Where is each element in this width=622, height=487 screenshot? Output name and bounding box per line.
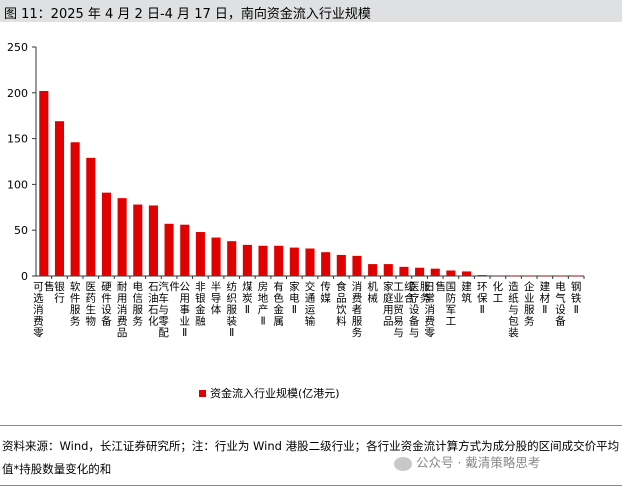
y-tick-label: 250 bbox=[7, 41, 28, 54]
bar-20 bbox=[336, 254, 346, 276]
bar-2 bbox=[54, 121, 65, 276]
y-tick-label: 100 bbox=[7, 178, 28, 191]
x-tick-label: 机械 bbox=[367, 280, 378, 305]
bar-5 bbox=[101, 192, 111, 276]
bar-18 bbox=[305, 248, 315, 276]
x-tick-label: 家庭用品 bbox=[383, 280, 394, 328]
x-tick-label: 交通运输 bbox=[305, 280, 316, 328]
chart-legend: 资金流入行业规模(亿港元) bbox=[199, 385, 340, 401]
bar-23 bbox=[383, 264, 393, 276]
figure-title-bar: 图 11：2025 年 4 月 2 日-4 月 17 日，南向资金流入行业规模 bbox=[0, 0, 622, 22]
bar-12 bbox=[211, 237, 221, 276]
watermark-text: 公众号 · 戴清策略思考 bbox=[416, 455, 541, 470]
source-note: 资料来源：Wind，长江证券研究所；注：行业为 Wind 港股二级行业；各行业资… bbox=[2, 439, 620, 476]
x-tick-label: 造纸与包装 bbox=[508, 280, 519, 339]
y-tick-label: 200 bbox=[7, 87, 28, 100]
x-tick-label: 环保 Ⅱ bbox=[477, 281, 488, 316]
bar-15 bbox=[258, 245, 268, 276]
bar-25 bbox=[415, 267, 425, 276]
bar-chart: 0 50 100 150 200 250 可选消费零售 银行软件服务医药生物硬件设备耐用消费品… bbox=[7, 41, 585, 339]
bar-16 bbox=[274, 245, 284, 276]
bar-14 bbox=[242, 244, 252, 276]
x-tick-label: 电气设备 bbox=[555, 280, 566, 328]
bar-35 bbox=[571, 275, 581, 277]
bar-1 bbox=[39, 90, 49, 276]
figure-title: 图 11：2025 年 4 月 2 日-4 月 17 日，南向资金流入行业规模 bbox=[4, 7, 371, 22]
bar-11 bbox=[195, 232, 205, 276]
bar-24 bbox=[399, 266, 409, 276]
x-tick-label: 石油石化 bbox=[148, 281, 159, 328]
bar-10 bbox=[180, 224, 190, 276]
legend-swatch bbox=[199, 389, 206, 397]
x-tick-label: 化工 bbox=[493, 280, 504, 305]
x-tick-label: 耐用消费品 bbox=[117, 280, 128, 339]
x-tick-label: 房地产 Ⅱ bbox=[258, 280, 269, 328]
x-tick-label: 纺织服装 Ⅱ bbox=[226, 280, 237, 339]
bar-29 bbox=[477, 275, 487, 276]
bar-9 bbox=[164, 223, 174, 276]
bar-33 bbox=[540, 275, 550, 277]
bar-22 bbox=[368, 264, 378, 276]
bar-34 bbox=[555, 275, 566, 277]
bar-6 bbox=[117, 198, 127, 276]
bar-7 bbox=[133, 204, 143, 276]
bottom-border bbox=[0, 485, 622, 486]
x-tick-label: 银行 bbox=[54, 280, 65, 305]
x-tick-label: 非银金融 bbox=[195, 281, 206, 328]
bar-32 bbox=[524, 275, 534, 277]
x-tick-label: 建筑 bbox=[461, 280, 472, 305]
x-tick-label: 软件服务 bbox=[70, 280, 81, 328]
x-tick-label: 食品饮料 bbox=[336, 280, 347, 328]
bar-13 bbox=[227, 241, 237, 276]
bar-17 bbox=[289, 247, 299, 276]
x-tick-label: 医疗设备与服务 bbox=[409, 281, 431, 339]
x-tick-label: 煤炭 Ⅱ bbox=[242, 280, 253, 316]
x-tick-label: 家电 Ⅱ bbox=[289, 280, 300, 316]
bar-21 bbox=[352, 255, 362, 276]
bar-4 bbox=[86, 157, 96, 276]
bar-26 bbox=[430, 268, 440, 276]
x-tick-label: 汽车与零配件 bbox=[158, 280, 180, 339]
watermark: 公众号 · 戴清策略思考 bbox=[394, 452, 540, 471]
bar-8 bbox=[148, 205, 158, 276]
x-tick-label: 国防军工 bbox=[446, 281, 457, 328]
x-tick-label: 硬件设备 bbox=[101, 281, 112, 328]
x-tick-label: 公用事业 Ⅱ bbox=[179, 281, 190, 339]
y-tick-label: 150 bbox=[7, 133, 28, 146]
x-tick-label: 有色金属 bbox=[273, 280, 284, 328]
bar-30 bbox=[493, 275, 503, 277]
x-tick-label: 日常消费零售 bbox=[425, 280, 447, 339]
bar-28 bbox=[462, 271, 472, 276]
bar-27 bbox=[446, 270, 456, 276]
x-tick-label: 钢铁 Ⅱ bbox=[571, 280, 582, 316]
bar-31 bbox=[509, 275, 519, 277]
source-divider bbox=[0, 425, 622, 426]
bar-19 bbox=[321, 252, 331, 276]
y-tick-label: 0 bbox=[21, 270, 28, 283]
y-tick-label: 50 bbox=[14, 224, 28, 237]
x-tick-label: 消费者服务 bbox=[352, 280, 363, 339]
x-tick-label: 工业贸易与综合 bbox=[393, 280, 415, 339]
x-tick-label: 建材 Ⅱ bbox=[540, 280, 551, 316]
wechat-icon bbox=[394, 456, 412, 471]
x-tick-label: 企业服务 bbox=[524, 280, 535, 328]
legend-label: 资金流入行业规模(亿港元) bbox=[210, 387, 340, 400]
x-tick-label: 可选消费零售 bbox=[33, 280, 55, 339]
x-tick-label: 电信服务 bbox=[133, 280, 144, 328]
bar-3 bbox=[70, 142, 80, 276]
x-tick-label: 半导体 bbox=[211, 280, 222, 316]
x-tick-label: 医药生物 bbox=[86, 281, 97, 328]
x-tick-label: 传媒 bbox=[320, 281, 331, 305]
